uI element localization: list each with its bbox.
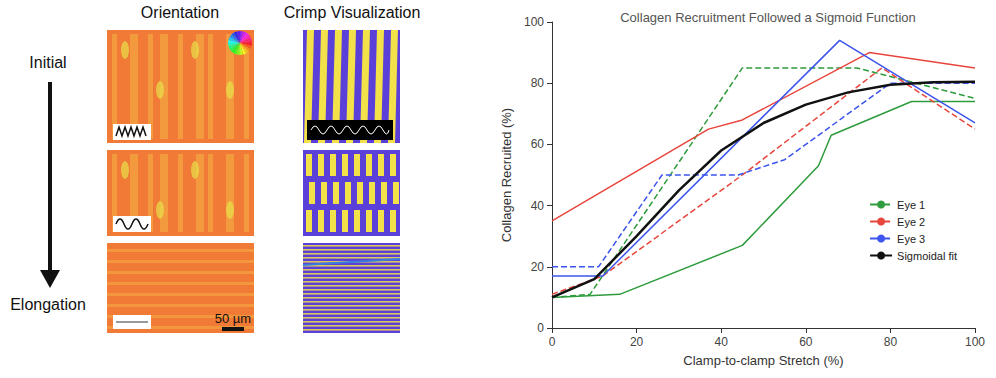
svg-text:Crimp Visualization: Crimp Visualization	[284, 4, 421, 21]
svg-text:Collagen Recruited (%): Collagen Recruited (%)	[499, 108, 514, 242]
svg-text:Sigmoidal fit: Sigmoidal fit	[897, 250, 957, 262]
svg-text:Clamp-to-clamp Stretch (%): Clamp-to-clamp Stretch (%)	[683, 353, 843, 368]
svg-text:80: 80	[884, 335, 898, 349]
svg-text:0: 0	[537, 321, 544, 335]
svg-text:Eye 1: Eye 1	[897, 199, 925, 211]
svg-text:0: 0	[549, 335, 556, 349]
svg-text:60: 60	[531, 137, 545, 151]
svg-text:20: 20	[531, 260, 545, 274]
svg-text:60: 60	[799, 335, 813, 349]
svg-text:Initial: Initial	[29, 54, 66, 71]
svg-text:50 µm: 50 µm	[215, 311, 251, 326]
svg-text:Orientation: Orientation	[141, 4, 219, 21]
svg-text:40: 40	[531, 199, 545, 213]
svg-text:Collagen Recruitment Followed: Collagen Recruitment Followed a Sigmoid …	[620, 10, 916, 25]
svg-text:Eye 2: Eye 2	[897, 216, 925, 228]
svg-text:Elongation: Elongation	[10, 296, 86, 313]
svg-text:100: 100	[965, 335, 985, 349]
svg-text:40: 40	[715, 335, 729, 349]
svg-text:80: 80	[531, 76, 545, 90]
svg-text:20: 20	[630, 335, 644, 349]
svg-text:100: 100	[524, 15, 544, 29]
svg-text:Eye 3: Eye 3	[897, 233, 925, 245]
